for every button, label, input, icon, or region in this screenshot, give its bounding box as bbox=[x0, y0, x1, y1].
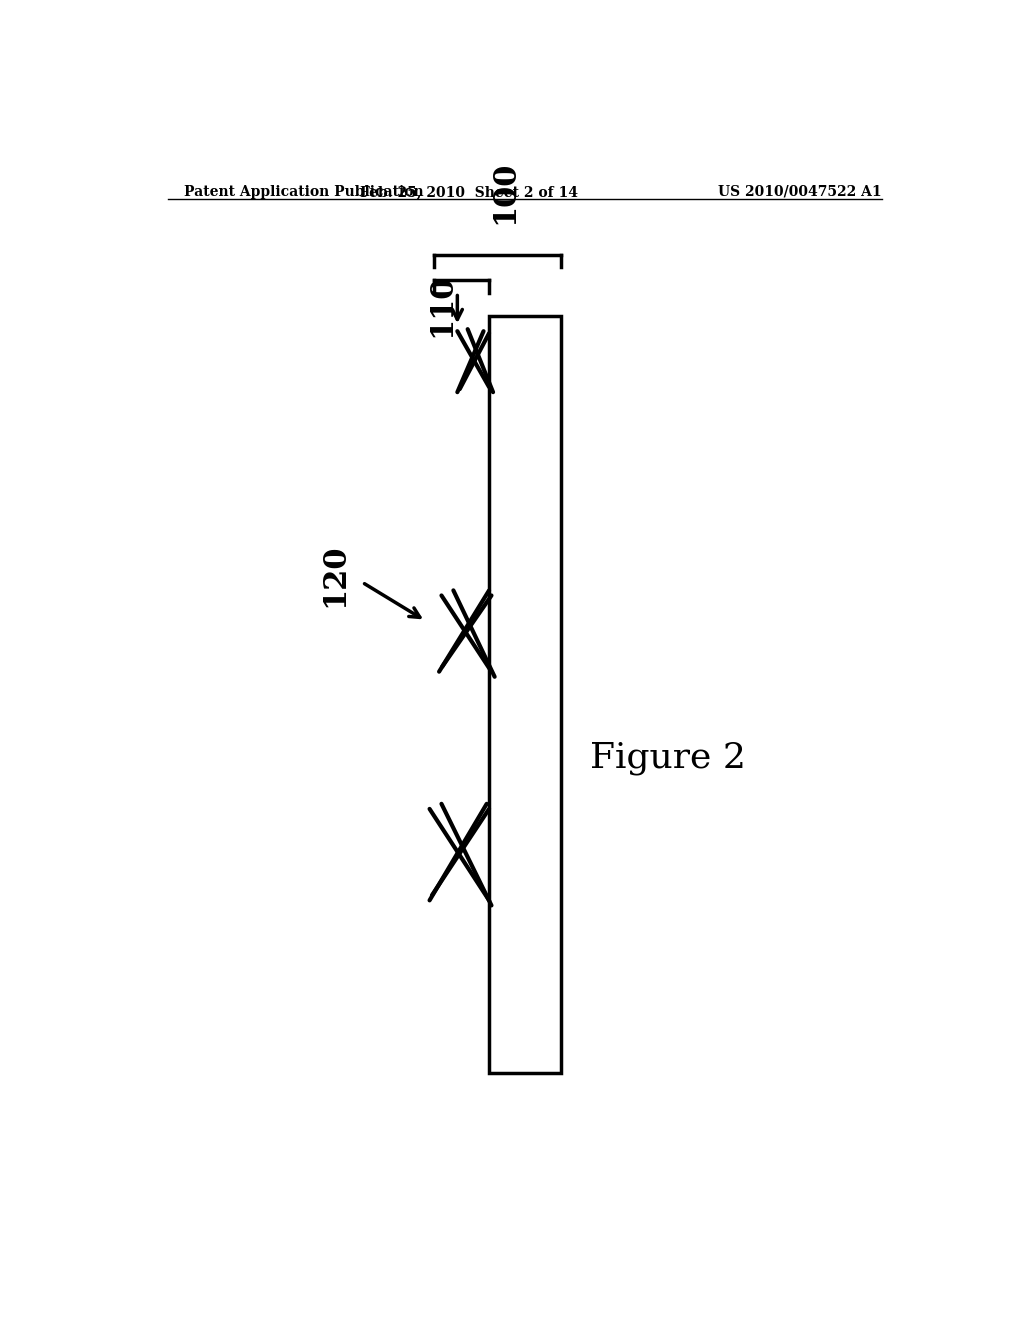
Text: 120: 120 bbox=[318, 544, 350, 607]
Text: 110: 110 bbox=[426, 275, 457, 338]
Text: US 2010/0047522 A1: US 2010/0047522 A1 bbox=[718, 185, 882, 199]
Text: 100: 100 bbox=[489, 161, 520, 224]
Text: Figure 2: Figure 2 bbox=[590, 741, 745, 775]
Bar bbox=[489, 315, 560, 1073]
Text: Patent Application Publication: Patent Application Publication bbox=[183, 185, 423, 199]
Text: Feb. 25, 2010  Sheet 2 of 14: Feb. 25, 2010 Sheet 2 of 14 bbox=[360, 185, 579, 199]
